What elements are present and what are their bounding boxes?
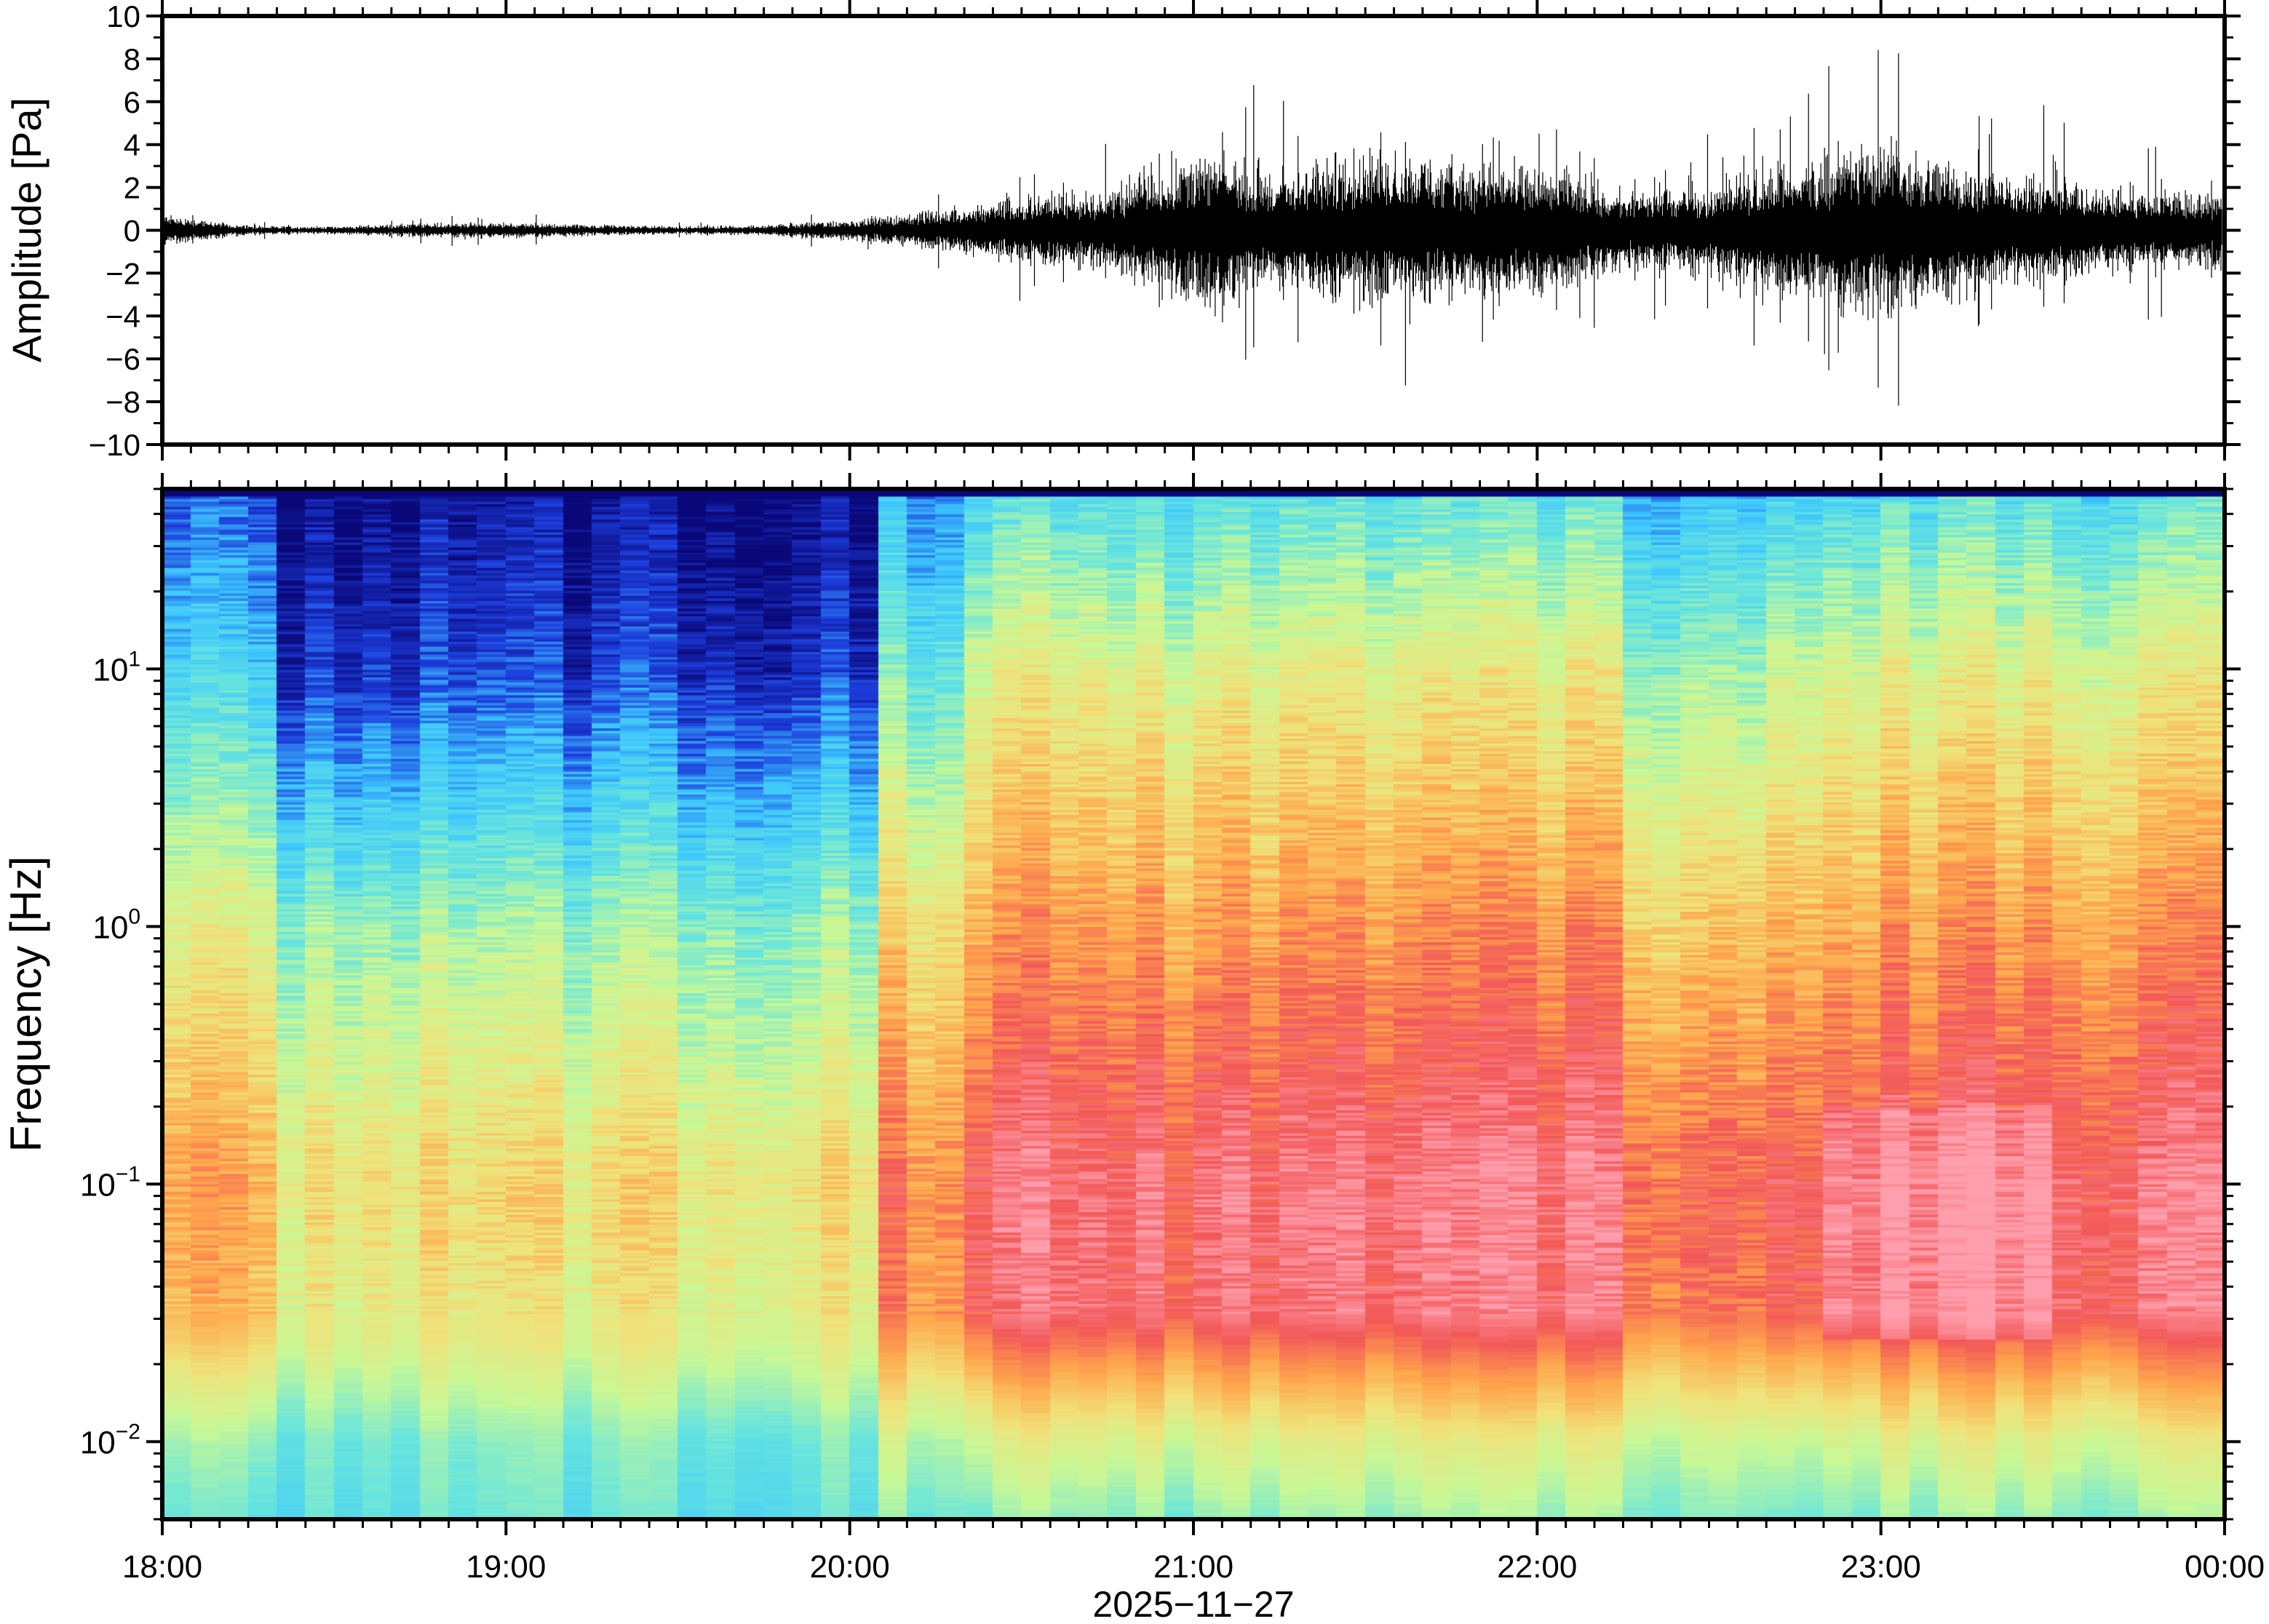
amplitude-tick-label: −2 <box>106 256 140 290</box>
amplitude-tick-label: −6 <box>106 342 140 376</box>
x-tick-label: 23:00 <box>1841 1549 1921 1585</box>
frequency-tick-label: 10−2 <box>80 1420 140 1460</box>
axes: 18:00 19:00 20:00 21:00 22:00 23:00 00:0010864… <box>80 0 2265 1585</box>
amplitude-tick-label: −4 <box>106 299 140 333</box>
tick-base: 10 <box>92 652 128 688</box>
amplitude-tick-label: 8 <box>124 42 140 76</box>
amplitude-tick-label: 10 <box>106 0 140 33</box>
amplitude-tick-label: −10 <box>89 428 140 462</box>
spectrogram-frame <box>160 487 2227 1521</box>
frequency-tick-label: 100 <box>92 904 140 945</box>
waveform-trace <box>164 49 2222 406</box>
frequency-tick-label: 101 <box>92 647 140 688</box>
amplitude-tick-label: −8 <box>106 385 140 419</box>
x-tick-label: 20:00 <box>810 1549 890 1585</box>
x-tick-label: 22:00 <box>1497 1549 1577 1585</box>
date-label: 2025−11−27 <box>1092 1584 1294 1624</box>
spectrogram-image <box>162 489 2225 1519</box>
waveform-panel <box>164 49 2222 406</box>
tick-exponent: −1 <box>116 1162 140 1186</box>
tick-base: 10 <box>92 909 128 945</box>
x-tick-label: 21:00 <box>1153 1549 1233 1585</box>
x-tick-label: 19:00 <box>466 1549 546 1585</box>
amplitude-tick-label: 6 <box>124 85 140 119</box>
amplitude-tick-label: 2 <box>124 171 140 205</box>
amplitude-tick-label: 0 <box>124 214 140 248</box>
tick-exponent: 1 <box>128 647 140 671</box>
frequency-axis-label: Frequency [Hz] <box>1 856 50 1153</box>
tick-base: 10 <box>80 1425 116 1460</box>
x-tick-label: 18:00 <box>122 1549 202 1585</box>
tick-exponent: −2 <box>116 1420 140 1444</box>
amplitude-tick-label: 4 <box>124 128 140 162</box>
x-tick-label: 00:00 <box>2185 1549 2265 1585</box>
tick-exponent: 0 <box>128 904 140 928</box>
amplitude-axis-label: Amplitude [Pa] <box>4 97 49 362</box>
tick-base: 10 <box>80 1167 116 1203</box>
frequency-tick-label: 10−1 <box>80 1162 140 1203</box>
